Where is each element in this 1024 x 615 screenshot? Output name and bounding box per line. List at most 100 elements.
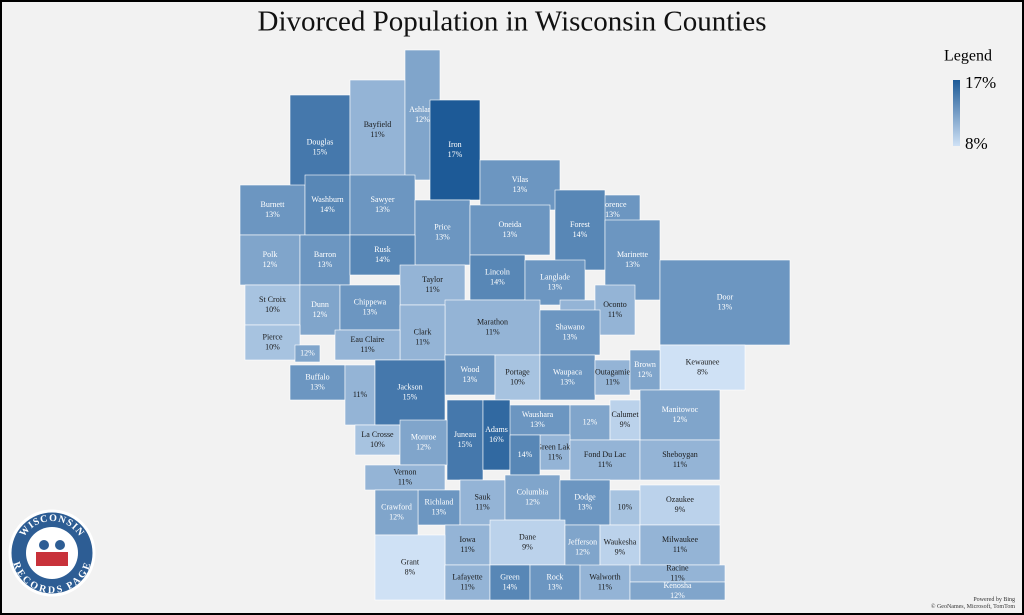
county-value: 11% [673, 545, 688, 554]
county-value: 13% [435, 232, 450, 241]
county-name: Buffalo [305, 372, 329, 381]
county-value: 11% [670, 573, 685, 582]
county [599, 524, 641, 571]
county-name: Sheboygan [662, 450, 698, 459]
county [504, 404, 571, 436]
county-value: 13% [560, 377, 575, 386]
county [459, 479, 506, 526]
county-value: 14% [320, 205, 335, 214]
county [559, 479, 611, 526]
county-name: Marathon [477, 317, 508, 326]
logo-figure [39, 540, 49, 550]
county-value: 14% [375, 255, 390, 264]
county [639, 484, 721, 526]
county-name: Langlade [540, 272, 570, 281]
logo-flag [36, 552, 68, 566]
logo-figure [55, 540, 65, 550]
county-name: Douglas [307, 137, 334, 146]
county-value: 11% [370, 130, 385, 139]
county-name: Kewaunee [686, 357, 720, 366]
county-name: Racine [666, 563, 689, 572]
county-value: 11% [460, 582, 475, 591]
county-name: Waupaca [553, 367, 583, 376]
county-value: 13% [548, 282, 563, 291]
county-name: Monroe [411, 432, 437, 441]
county-value: 8% [697, 367, 708, 376]
county-name: Taylor [422, 275, 443, 284]
county [482, 399, 511, 471]
county-name: Ozaukee [666, 495, 694, 504]
county-name: Wood [461, 365, 480, 374]
county-value: 15% [458, 440, 473, 449]
county-name: Dunn [311, 300, 329, 309]
county-value: 17% [448, 150, 463, 159]
county-name: Columbia [517, 487, 549, 496]
county-value: 10% [265, 305, 280, 314]
county-value: 13% [563, 332, 578, 341]
attribution: © GeoNames, Microsoft, TomTom [931, 603, 1015, 610]
county-value: 14% [518, 450, 533, 459]
county [539, 354, 596, 401]
county-value: 11% [598, 460, 613, 469]
county [354, 424, 401, 456]
county [299, 234, 351, 286]
county-value: 11% [425, 285, 440, 294]
county-value: 15% [403, 392, 418, 401]
county [489, 519, 566, 566]
county-value: 12% [263, 260, 278, 269]
county [509, 434, 541, 476]
county-name: Chippewa [354, 297, 387, 306]
county-value: 14% [490, 277, 505, 286]
county [364, 464, 446, 491]
county-value: 13% [432, 507, 447, 516]
county-value: 14% [573, 230, 588, 239]
county-value: 13% [513, 185, 528, 194]
county-name: Lafayette [452, 572, 483, 581]
county-value: 11% [598, 582, 613, 591]
county [399, 264, 466, 306]
county-name: Florence [599, 200, 627, 209]
counties: Douglas15%Bayfield11%Ashland12%Iron17%Vi… [239, 49, 791, 601]
county-value: 12% [300, 348, 315, 357]
county-name: Jefferson [568, 537, 597, 546]
county-name: Manitowoc [662, 405, 699, 414]
county [429, 99, 481, 201]
county-name: Green [500, 572, 520, 581]
county-value: 15% [313, 147, 328, 156]
county [244, 284, 301, 326]
county-value: 11% [475, 502, 490, 511]
county [374, 489, 419, 536]
county-name: Door [717, 292, 734, 301]
county-value: 10% [618, 502, 633, 511]
county-value: 13% [548, 582, 563, 591]
county-name: Dane [519, 532, 536, 541]
county-value: 11% [353, 390, 368, 399]
county-value: 13% [605, 210, 620, 219]
county [399, 419, 448, 466]
logo: WISCONSIN RECORDS PAGE [8, 509, 96, 597]
legend-min: 8% [965, 134, 988, 153]
county-value: 11% [398, 477, 413, 486]
county-value: 13% [463, 375, 478, 384]
county-name: Waushara [522, 410, 554, 419]
county-value: 13% [503, 230, 518, 239]
county-value: 10% [265, 342, 280, 351]
county [374, 534, 446, 601]
county [629, 581, 726, 601]
county [524, 259, 586, 306]
county-value: 11% [360, 345, 375, 354]
legend-title: Legend [944, 48, 992, 65]
county [554, 189, 606, 271]
county [639, 524, 721, 566]
county-name: Jackson [397, 382, 422, 391]
county-name: Waukesha [604, 537, 637, 546]
county-value: 11% [608, 310, 623, 319]
county [304, 174, 351, 236]
county-value: 12% [670, 591, 685, 600]
county-name: Brown [634, 360, 656, 369]
county [539, 309, 601, 356]
county-name: Ashland [409, 105, 436, 114]
county-name: Oneida [498, 220, 522, 229]
county [489, 564, 531, 601]
county-name: Pierce [263, 332, 283, 341]
